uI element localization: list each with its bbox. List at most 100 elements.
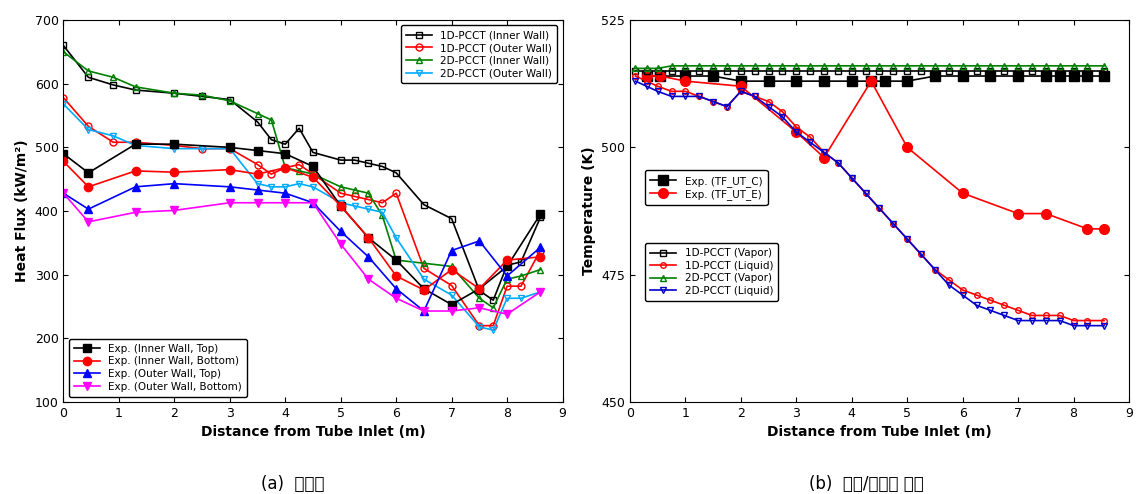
Exp. (Inner Wall, Top) [56,151,70,157]
1D-PCCT (Liquid) [720,104,734,110]
2D-PCCT (Liquid) [790,129,804,135]
1D-PCCT (Liquid) [804,134,817,140]
1D-PCCT (Liquid) [1080,318,1094,324]
Exp. (Inner Wall, Top) [307,164,320,169]
Exp. (Outer Wall, Top) [223,184,236,190]
Exp. (TF_UT_C) [1039,73,1053,79]
1D-PCCT (Vapor) [678,68,692,74]
Exp. (TF_UT_E) [956,190,970,196]
2D-PCCT (Outer Wall) [417,276,430,282]
Exp. (Outer Wall, Top) [129,184,142,190]
Line: 2D-PCCT (Outer Wall): 2D-PCCT (Outer Wall) [60,101,544,333]
2D-PCCT (Vapor) [804,63,817,69]
2D-PCCT (Vapor) [817,63,831,69]
Exp. (TF_UT_C) [1011,73,1025,79]
1D-PCCT (Inner Wall) [307,150,320,156]
1D-PCCT (Liquid) [1066,318,1080,324]
2D-PCCT (Vapor) [776,63,790,69]
Exp. (TF_UT_C) [900,78,914,84]
2D-PCCT (Inner Wall) [168,90,181,96]
1D-PCCT (Outer Wall) [334,190,348,196]
2D-PCCT (Outer Wall) [250,181,264,187]
Exp. (Inner Wall, Bottom) [82,184,95,190]
Exp. (Inner Wall, Top) [534,211,548,217]
2D-PCCT (Inner Wall) [250,111,264,117]
2D-PCCT (Outer Wall) [82,126,95,132]
Exp. (TF_UT_E) [900,144,914,150]
2D-PCCT (Liquid) [629,78,643,84]
1D-PCCT (Vapor) [776,68,790,74]
Exp. (Inner Wall, Bottom) [307,174,320,180]
2D-PCCT (Outer Wall) [348,203,362,209]
2D-PCCT (Liquid) [984,307,998,313]
Exp. (Outer Wall, Bottom) [389,295,403,301]
2D-PCCT (Vapor) [1025,63,1039,69]
2D-PCCT (Vapor) [872,63,886,69]
1D-PCCT (Vapor) [872,68,886,74]
1D-PCCT (Liquid) [678,88,692,94]
Exp. (Inner Wall, Top) [129,141,142,147]
Exp. (Inner Wall, Top) [334,203,348,209]
2D-PCCT (Outer Wall) [195,146,209,152]
Exp. (TF_UT_E) [1097,226,1111,232]
2D-PCCT (Vapor) [845,63,859,69]
2D-PCCT (Liquid) [720,104,734,110]
1D-PCCT (Outer Wall) [82,124,95,129]
1D-PCCT (Liquid) [886,221,900,227]
1D-PCCT (Vapor) [747,68,761,74]
Exp. (Outer Wall, Bottom) [250,200,264,206]
Exp. (TF_UT_E) [817,155,831,161]
Exp. (Outer Wall, Bottom) [501,311,514,317]
1D-PCCT (Outer Wall) [487,323,501,329]
1D-PCCT (Inner Wall) [82,74,95,80]
Exp. (Outer Wall, Bottom) [473,305,487,311]
1D-PCCT (Outer Wall) [375,200,389,206]
2D-PCCT (Vapor) [761,63,775,69]
1D-PCCT (Outer Wall) [514,283,528,289]
1D-PCCT (Vapor) [970,68,984,74]
Exp. (Outer Wall, Top) [389,286,403,291]
1D-PCCT (Liquid) [914,251,928,257]
1D-PCCT (Liquid) [859,190,872,196]
1D-PCCT (Outer Wall) [168,142,181,148]
Exp. (Inner Wall, Top) [82,170,95,176]
1D-PCCT (Liquid) [928,267,941,273]
1D-PCCT (Vapor) [941,68,955,74]
1D-PCCT (Outer Wall) [223,146,236,152]
1D-PCCT (Inner Wall) [501,262,514,268]
2D-PCCT (Vapor) [734,63,747,69]
1D-PCCT (Vapor) [1025,68,1039,74]
1D-PCCT (Vapor) [629,68,643,74]
1D-PCCT (Liquid) [706,98,720,104]
2D-PCCT (Vapor) [859,63,872,69]
1D-PCCT (Outer Wall) [389,190,403,196]
2D-PCCT (Liquid) [886,221,900,227]
1D-PCCT (Vapor) [639,68,653,74]
Exp. (Outer Wall, Top) [501,273,514,279]
2D-PCCT (Liquid) [872,206,886,211]
1D-PCCT (Vapor) [928,68,941,74]
Exp. (Inner Wall, Top) [223,144,236,150]
1D-PCCT (Vapor) [665,68,678,74]
Exp. (Inner Wall, Bottom) [417,287,430,293]
Line: Exp. (Inner Wall, Bottom): Exp. (Inner Wall, Bottom) [60,157,544,294]
2D-PCCT (Vapor) [956,63,970,69]
1D-PCCT (Liquid) [665,88,678,94]
2D-PCCT (Liquid) [914,251,928,257]
Exp. (Inner Wall, Bottom) [56,159,70,165]
1D-PCCT (Vapor) [761,68,775,74]
Exp. (Outer Wall, Top) [534,245,548,250]
1D-PCCT (Inner Wall) [444,216,458,222]
2D-PCCT (Outer Wall) [293,181,307,187]
2D-PCCT (Vapor) [720,63,734,69]
Exp. (Outer Wall, Top) [307,200,320,206]
2D-PCCT (Inner Wall) [107,74,121,80]
Exp. (Outer Wall, Top) [417,308,430,314]
1D-PCCT (Outer Wall) [129,139,142,145]
2D-PCCT (Inner Wall) [278,165,292,171]
Line: Exp. (TF_UT_C): Exp. (TF_UT_C) [642,71,1109,86]
1D-PCCT (Liquid) [692,93,706,99]
1D-PCCT (Outer Wall) [348,194,362,200]
Exp. (Inner Wall, Top) [250,148,264,154]
Exp. (Outer Wall, Bottom) [444,308,458,314]
